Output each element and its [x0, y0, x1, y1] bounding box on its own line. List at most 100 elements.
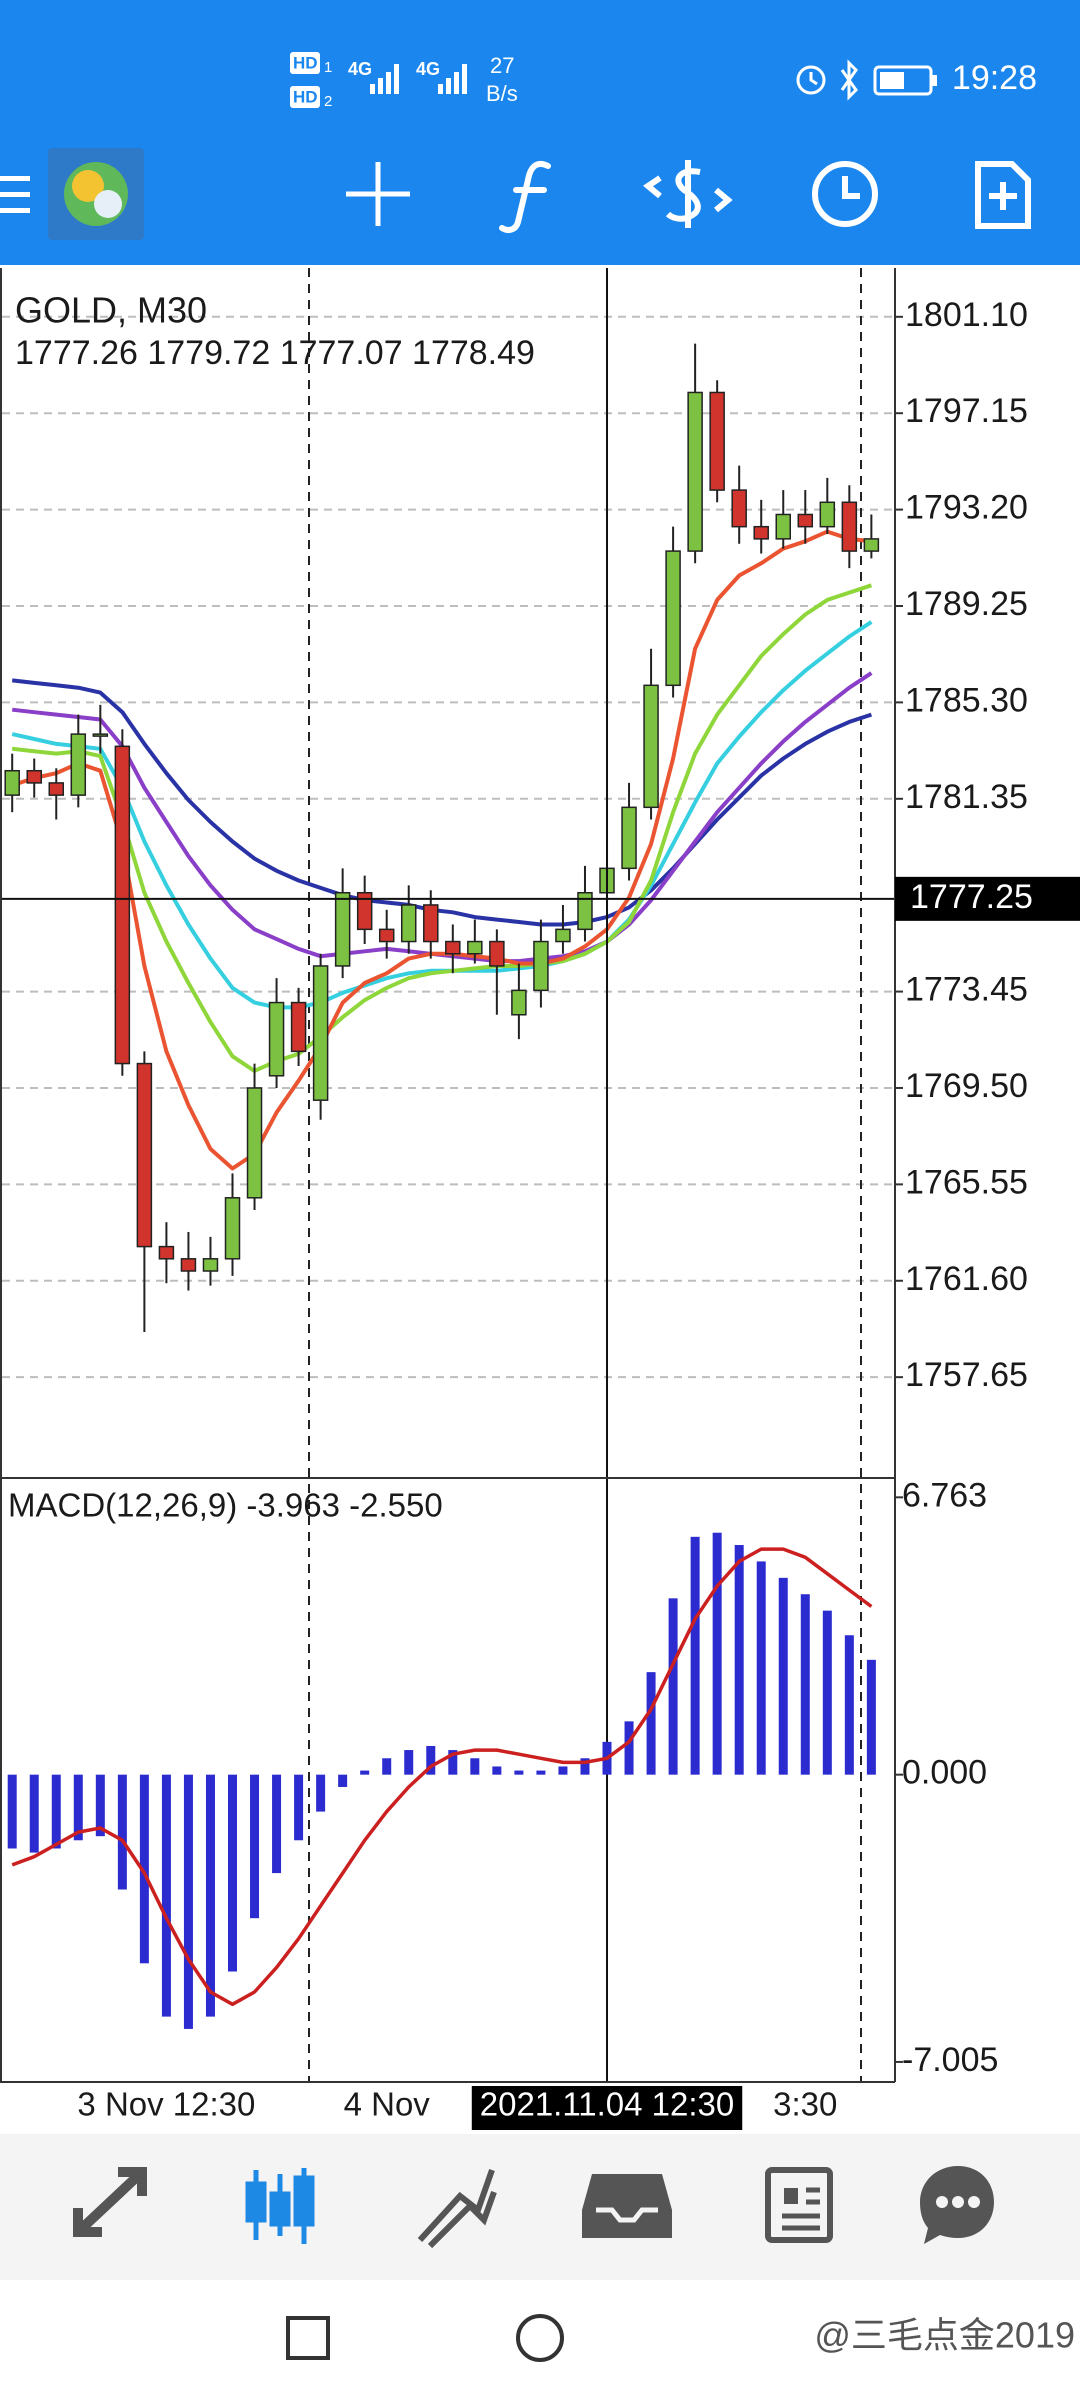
candle-body — [4, 769, 20, 796]
candle-body — [775, 513, 791, 540]
candle-body — [136, 1062, 153, 1248]
macd-bar — [183, 1774, 193, 2029]
candle-body — [753, 525, 769, 540]
macd-bar — [866, 1659, 876, 1775]
y-tick-label: 6.763 — [902, 1476, 987, 1514]
y-tick-label: 1789.25 — [905, 585, 1028, 623]
candle-body — [26, 769, 42, 784]
candle-body — [48, 782, 65, 796]
new-order-button[interactable] — [975, 161, 1031, 229]
macd-bar — [558, 1766, 568, 1775]
battery-tip — [932, 75, 937, 86]
system-nav — [0, 2280, 1080, 2400]
y-tick-label: 1769.50 — [905, 1067, 1028, 1105]
macd-bar — [580, 1758, 590, 1775]
macd-bar — [756, 1561, 766, 1775]
battery-icon — [873, 65, 933, 96]
macd-bar — [800, 1594, 810, 1775]
sim-index: 2 — [324, 93, 332, 110]
candle-body — [400, 904, 417, 943]
bluetooth-icon — [840, 59, 858, 101]
y-tick-label: 1757.65 — [905, 1356, 1028, 1394]
candle-body — [423, 904, 439, 943]
candle-body — [621, 806, 637, 870]
battery-level — [880, 72, 904, 89]
macd-bar — [139, 1774, 149, 1964]
menu-button[interactable] — [0, 176, 30, 213]
macd-bar — [7, 1774, 17, 1849]
candle-body — [533, 940, 549, 992]
trade-button[interactable] — [642, 160, 733, 228]
candle-body — [819, 501, 836, 528]
price-label-bg — [895, 876, 1080, 921]
candle-body — [290, 1001, 307, 1053]
bottom-nav — [0, 2134, 1080, 2280]
y-tick-label: 1765.55 — [905, 1163, 1028, 1201]
macd-bar — [624, 1721, 634, 1775]
macd-bar — [514, 1770, 524, 1775]
chart-tab[interactable] — [245, 2168, 315, 2244]
macd-bar — [536, 1770, 546, 1775]
macd-bar — [492, 1766, 502, 1775]
alarm-icon — [796, 65, 826, 95]
bottom-nav-icons — [73, 2166, 994, 2249]
candle-body — [70, 733, 87, 796]
watermark: @三毛点金2019 — [814, 2315, 1075, 2356]
header: HD HD 1 2 4G 4G 27 B/s 19:28 — [0, 0, 1080, 265]
sim-index: 1 — [324, 59, 332, 76]
candle-body — [158, 1245, 175, 1260]
messages-tab-detail — [936, 2196, 980, 2208]
macd-bar — [712, 1532, 722, 1775]
news-tab[interactable] — [765, 2167, 833, 2243]
macd-bar — [360, 1770, 370, 1775]
candle-body — [731, 489, 747, 528]
macd-bar — [382, 1758, 392, 1775]
candle-body — [445, 940, 461, 955]
candle-body — [268, 1001, 285, 1077]
trade-tab[interactable] — [417, 2169, 497, 2249]
y-tick-label: 1801.10 — [905, 296, 1028, 334]
recents-button[interactable] — [286, 2316, 330, 2360]
candle-body — [687, 391, 703, 552]
candle-body — [180, 1258, 197, 1272]
crosshair-button[interactable] — [346, 162, 410, 226]
indicators-button[interactable] — [499, 160, 551, 233]
sim-label: HD — [293, 53, 318, 72]
moving-average — [11, 678, 873, 927]
candle-body — [114, 745, 131, 1065]
macd-title: MACD(12,26,9) -3.963 -2.550 — [8, 1487, 443, 1524]
candle-body — [356, 891, 373, 931]
macd-bar — [690, 1536, 700, 1775]
macd-bar — [668, 1598, 678, 1775]
candle-body — [334, 891, 351, 967]
candle-body — [577, 891, 593, 931]
candle-body — [92, 733, 109, 737]
history-button[interactable] — [812, 161, 878, 227]
candle-body — [246, 1087, 263, 1199]
y-tick-label: -7.005 — [902, 2041, 998, 2079]
macd-bar — [272, 1774, 282, 1874]
x-tick-label: 3:30 — [773, 2086, 837, 2123]
net-speed-unit: B/s — [486, 81, 518, 106]
net-speed: 27 — [490, 53, 514, 78]
y-tick-label: 1785.30 — [905, 681, 1028, 719]
macd-bar — [426, 1745, 436, 1775]
macd-bar — [734, 1545, 744, 1775]
macd-bar — [470, 1758, 480, 1775]
app-logo-mark — [94, 190, 122, 218]
history-tab[interactable] — [582, 2174, 672, 2238]
quotes-tab[interactable] — [73, 2167, 147, 2237]
macd-bar — [250, 1774, 260, 1919]
ohlc-readout: 1777.26 1779.72 1777.07 1778.49 — [15, 334, 535, 372]
x-tick-label: 4 Nov — [344, 2086, 431, 2123]
y-tick-label: 1797.15 — [905, 392, 1028, 430]
network-type: 4G — [416, 59, 440, 79]
price-label: 1777.25 — [910, 878, 1033, 916]
candle-body — [555, 928, 571, 943]
macd-bar — [228, 1774, 237, 1972]
home-button[interactable] — [516, 2314, 564, 2362]
sim-badge — [290, 86, 320, 108]
network-type: 4G — [348, 59, 372, 79]
